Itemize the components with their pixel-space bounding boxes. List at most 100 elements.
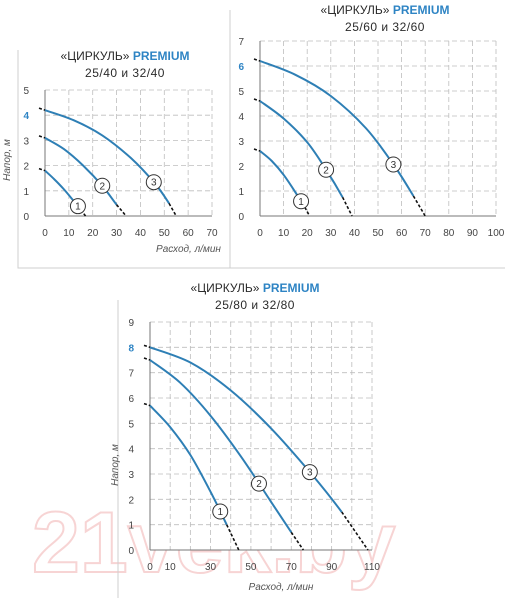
plot-area — [150, 322, 372, 550]
chart-3-title-brand: PREMIUM — [262, 281, 320, 295]
y-tick-label: 4 — [238, 112, 244, 123]
series-2-start-dash — [253, 98, 261, 102]
y-tick-label: 9 — [128, 318, 134, 329]
x-tick-label: 70 — [206, 228, 218, 239]
y-tick-label: 7 — [238, 37, 244, 48]
series-2-label: 2 — [256, 479, 262, 490]
series-1-marker — [212, 503, 229, 520]
x-tick-label: 50 — [159, 228, 171, 239]
y-tick-label: 1 — [23, 187, 29, 198]
series-3-label: 3 — [307, 468, 313, 479]
x-tick-label: 70 — [286, 562, 298, 573]
series-1-start-dash — [38, 167, 46, 172]
series-2-label: 2 — [99, 181, 105, 192]
x-tick-label: 30 — [111, 228, 123, 239]
chart-3-title-models: 25/80 и 32/80 — [215, 298, 295, 312]
chart-2-title-name: «ЦИРКУЛЬ» — [320, 3, 390, 17]
x-axis-title: Расход, л/мин — [156, 244, 221, 255]
x-tick-label: 20 — [87, 228, 99, 239]
y-tick-label: 0 — [238, 212, 244, 223]
chart-2-title-models: 25/60 и 32/60 — [345, 20, 425, 34]
y-tick-label: 3 — [23, 136, 29, 147]
x-tick-label: 0 — [147, 562, 153, 573]
chart-1-title-name: «ЦИРКУЛЬ» — [60, 49, 130, 63]
chart-1-title: «ЦИРКУЛЬ» PREMIUM 25/40 и 32/40 — [40, 48, 210, 82]
series-1-marker — [69, 198, 86, 215]
y-tick-label: 8 — [128, 343, 134, 354]
series-1-start-dash — [253, 148, 261, 152]
x-tick-label: 50 — [245, 562, 257, 573]
y-tick-label: 4 — [23, 111, 29, 122]
plot-area — [45, 90, 212, 216]
x-tick-label: 30 — [205, 562, 217, 573]
x-tick-label: 0 — [42, 228, 48, 239]
x-tick-label: 10 — [165, 562, 177, 573]
y-tick-label: 6 — [238, 62, 244, 73]
y-axis-title: Напор, м — [110, 444, 121, 486]
series-3-end-dash — [341, 511, 369, 551]
series-2-line — [149, 359, 293, 533]
x-tick-label: 70 — [420, 228, 432, 239]
x-tick-label: 40 — [135, 228, 147, 239]
chart-3-title: «ЦИРКУЛЬ» PREMIUM 25/80 и 32/80 — [170, 280, 340, 314]
x-tick-label: 60 — [183, 228, 195, 239]
frame-line-left — [17, 50, 250, 269]
y-tick-label: 5 — [128, 419, 134, 430]
series-2-end-dash — [290, 531, 305, 551]
x-tick-label: 110 — [364, 562, 380, 573]
y-tick-label: 1 — [238, 187, 244, 198]
y-axis-title: Напор, м — [2, 139, 13, 181]
series-2-marker — [94, 177, 111, 194]
x-tick-label: 40 — [349, 228, 361, 239]
y-tick-label: 6 — [128, 394, 134, 405]
series-3-start-dash — [253, 58, 261, 62]
y-tick-label: 0 — [128, 546, 134, 557]
x-tick-label: 60 — [396, 228, 408, 239]
series-1-label: 1 — [217, 507, 223, 518]
series-1-label: 1 — [75, 202, 81, 213]
y-tick-label: 0 — [23, 212, 29, 223]
frame-line-right — [229, 10, 505, 269]
series-3-end-dash — [168, 203, 177, 217]
series-3-label: 3 — [151, 178, 157, 189]
x-tick-label: 90 — [467, 228, 479, 239]
series-2-marker — [250, 475, 267, 492]
x-axis-title: Расход, л/мин — [249, 582, 314, 593]
x-tick-label: 100 — [488, 228, 505, 239]
chart-3-title-name: «ЦИРКУЛЬ» — [190, 281, 260, 295]
series-2-start-dash — [38, 135, 46, 139]
x-tick-label: 50 — [372, 228, 384, 239]
series-3-marker — [145, 174, 162, 191]
y-tick-label: 2 — [128, 495, 134, 506]
x-tick-label: 0 — [257, 228, 263, 239]
x-tick-label: 20 — [302, 228, 314, 239]
series-2-label: 2 — [323, 165, 329, 176]
series-3-start-dash — [143, 344, 151, 349]
y-tick-label: 2 — [23, 162, 29, 173]
y-tick-label: 7 — [128, 369, 134, 380]
y-tick-label: 3 — [238, 137, 244, 148]
x-tick-label: 90 — [326, 562, 338, 573]
x-tick-label: 80 — [443, 228, 455, 239]
chart-1-title-models: 25/40 и 32/40 — [85, 66, 165, 80]
series-1-label: 1 — [298, 197, 304, 208]
x-tick-label: 30 — [325, 228, 337, 239]
y-tick-label: 1 — [128, 521, 134, 532]
series-3-start-dash — [38, 107, 46, 111]
series-2-end-dash — [341, 196, 353, 217]
series-3-end-dash — [412, 195, 426, 217]
chart-2-title: «ЦИРКУЛЬ» PREMIUM 25/60 и 32/60 — [300, 2, 470, 36]
y-tick-label: 3 — [128, 470, 134, 481]
series-2-end-dash — [115, 204, 127, 217]
chart-2-title-brand: PREMIUM — [392, 3, 450, 17]
y-tick-label: 2 — [238, 162, 244, 173]
y-tick-label: 5 — [238, 87, 244, 98]
series-1-marker — [293, 193, 310, 210]
series-2-start-dash — [143, 357, 151, 361]
y-tick-label: 4 — [128, 445, 134, 456]
chart-1-title-brand: PREMIUM — [132, 49, 190, 63]
